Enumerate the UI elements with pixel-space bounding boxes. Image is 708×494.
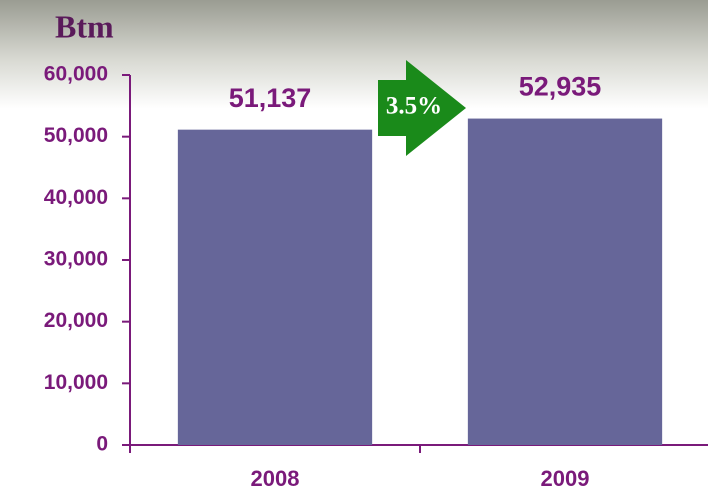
y-tick-label: 30,000: [44, 248, 108, 271]
y-tick-label: 50,000: [44, 124, 108, 147]
bar: [177, 129, 373, 446]
y-tick-label: 10,000: [44, 371, 108, 394]
value-label: 51,137: [229, 83, 312, 113]
growth-label: 3.5%: [386, 93, 442, 120]
y-tick-label: 40,000: [44, 186, 108, 209]
value-label: 52,935: [519, 72, 602, 102]
bar: [467, 118, 663, 445]
y-tick-label: 0: [96, 433, 108, 456]
growth-arrow: [378, 60, 466, 156]
x-tick-label: 2008: [251, 466, 300, 491]
x-tick-label: 2009: [541, 466, 590, 491]
y-tick-label: 20,000: [44, 309, 108, 332]
chart-title: Btm: [55, 8, 114, 44]
y-tick-label: 60,000: [44, 63, 108, 86]
